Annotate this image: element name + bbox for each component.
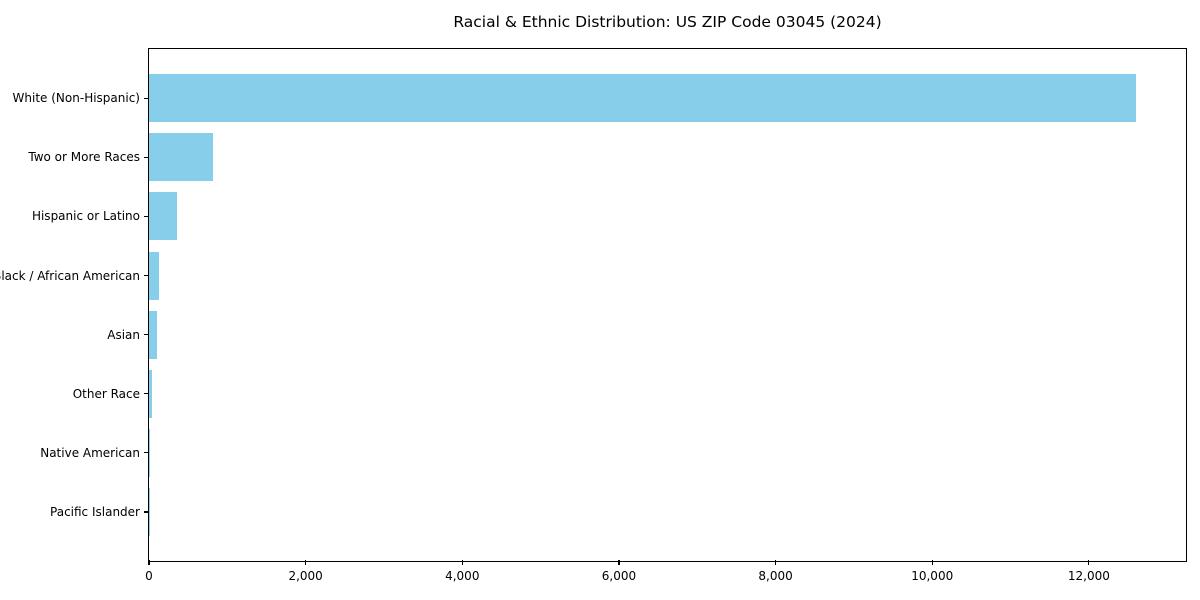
bar-white-non-hispanic <box>149 74 1136 123</box>
x-tick-mark <box>774 560 777 565</box>
bar-two-or-more-races <box>149 133 214 182</box>
x-tick-mark <box>1088 560 1090 565</box>
chart-title: Racial & Ethnic Distribution: US ZIP Cod… <box>453 13 882 31</box>
y-tick-mark <box>143 334 148 336</box>
y-tick-label: Black / African American <box>0 268 140 283</box>
y-tick-label: Pacific Islander <box>50 504 140 519</box>
x-tick-label: 4,000 <box>445 569 480 583</box>
bar-other-race <box>149 369 153 418</box>
plot-frame <box>148 48 1187 562</box>
y-tick-label: Asian <box>107 327 140 342</box>
y-tick-mark <box>143 97 148 99</box>
y-tick-label: Hispanic or Latino <box>31 209 140 224</box>
y-tick-mark <box>143 156 148 158</box>
bar-black-african-american <box>149 251 160 300</box>
y-tick-mark <box>143 393 148 395</box>
y-tick-mark <box>143 274 148 277</box>
x-tick-label: 10,000 <box>911 569 954 583</box>
x-tick-label: 0 <box>145 569 153 583</box>
y-tick-label: Two or More Races <box>28 150 140 165</box>
x-tick-mark <box>461 560 463 565</box>
x-tick-label: 6,000 <box>601 569 637 583</box>
x-tick-mark <box>305 560 307 565</box>
bar-asian <box>149 310 158 359</box>
bar-native-american <box>149 428 150 477</box>
y-tick-mark <box>143 511 148 513</box>
x-tick-mark <box>148 560 150 565</box>
y-tick-label: Other Race <box>72 386 140 401</box>
y-tick-label: White (Non-Hispanic) <box>12 91 140 106</box>
x-tick-mark <box>618 560 620 565</box>
bar-hispanic-or-latino <box>149 192 178 241</box>
y-tick-mark <box>143 452 148 454</box>
y-tick-label: Native American <box>40 445 140 460</box>
x-tick-mark <box>931 560 933 565</box>
x-tick-label: 2,000 <box>288 569 323 583</box>
x-tick-label: 12,000 <box>1067 569 1110 583</box>
x-tick-label: 8,000 <box>758 569 793 583</box>
y-tick-mark <box>143 215 148 218</box>
plot-area: White (Non-Hispanic) Two or More Races His… <box>0 48 1187 583</box>
